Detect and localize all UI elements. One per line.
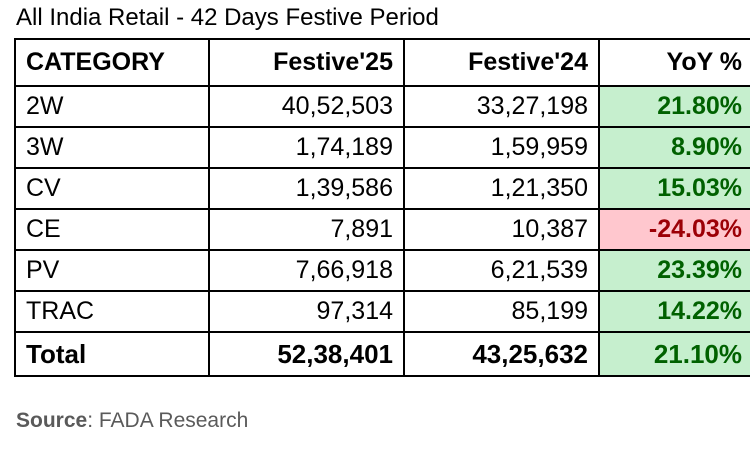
cell-festive25: 40,52,503 [209, 86, 404, 127]
header-yoy: YoY % [599, 39, 750, 86]
table-row: CE 7,891 10,387 -24.03% [15, 209, 750, 250]
cell-category: TRAC [15, 291, 209, 332]
table-row: PV 7,66,918 6,21,539 23.39% [15, 250, 750, 291]
table-total-row: Total 52,38,401 43,25,632 21.10% [15, 332, 750, 376]
cell-yoy: 8.90% [599, 127, 750, 168]
source-separator: : [87, 409, 99, 432]
table-row: 3W 1,74,189 1,59,959 8.90% [15, 127, 750, 168]
header-category: CATEGORY [15, 39, 209, 86]
total-yoy: 21.10% [599, 332, 750, 376]
source-text: FADA Research [99, 409, 248, 432]
cell-category: 3W [15, 127, 209, 168]
cell-yoy: 21.80% [599, 86, 750, 127]
source-label: Source [16, 409, 87, 432]
source-note: Source: FADA Research [16, 408, 248, 434]
table-row: 2W 40,52,503 33,27,198 21.80% [15, 86, 750, 127]
cell-festive24: 1,21,350 [404, 168, 599, 209]
cell-festive24: 6,21,539 [404, 250, 599, 291]
table-row: TRAC 97,314 85,199 14.22% [15, 291, 750, 332]
table-title: All India Retail - 42 Days Festive Perio… [16, 4, 439, 32]
cell-yoy: 23.39% [599, 250, 750, 291]
cell-category: PV [15, 250, 209, 291]
cell-category: CE [15, 209, 209, 250]
cell-category: 2W [15, 86, 209, 127]
cell-yoy: -24.03% [599, 209, 750, 250]
table-header-row: CATEGORY Festive'25 Festive'24 YoY % [15, 39, 750, 86]
table-row: CV 1,39,586 1,21,350 15.03% [15, 168, 750, 209]
cell-festive25: 1,74,189 [209, 127, 404, 168]
festive-retail-table: CATEGORY Festive'25 Festive'24 YoY % 2W … [14, 38, 750, 377]
cell-festive24: 33,27,198 [404, 86, 599, 127]
header-festive24: Festive'24 [404, 39, 599, 86]
cell-yoy: 14.22% [599, 291, 750, 332]
cell-festive25: 7,891 [209, 209, 404, 250]
cell-festive25: 97,314 [209, 291, 404, 332]
total-festive24: 43,25,632 [404, 332, 599, 376]
total-category: Total [15, 332, 209, 376]
cell-festive24: 10,387 [404, 209, 599, 250]
cell-category: CV [15, 168, 209, 209]
cell-yoy: 15.03% [599, 168, 750, 209]
header-festive25: Festive'25 [209, 39, 404, 86]
total-festive25: 52,38,401 [209, 332, 404, 376]
cell-festive25: 1,39,586 [209, 168, 404, 209]
cell-festive24: 1,59,959 [404, 127, 599, 168]
cell-festive24: 85,199 [404, 291, 599, 332]
cell-festive25: 7,66,918 [209, 250, 404, 291]
